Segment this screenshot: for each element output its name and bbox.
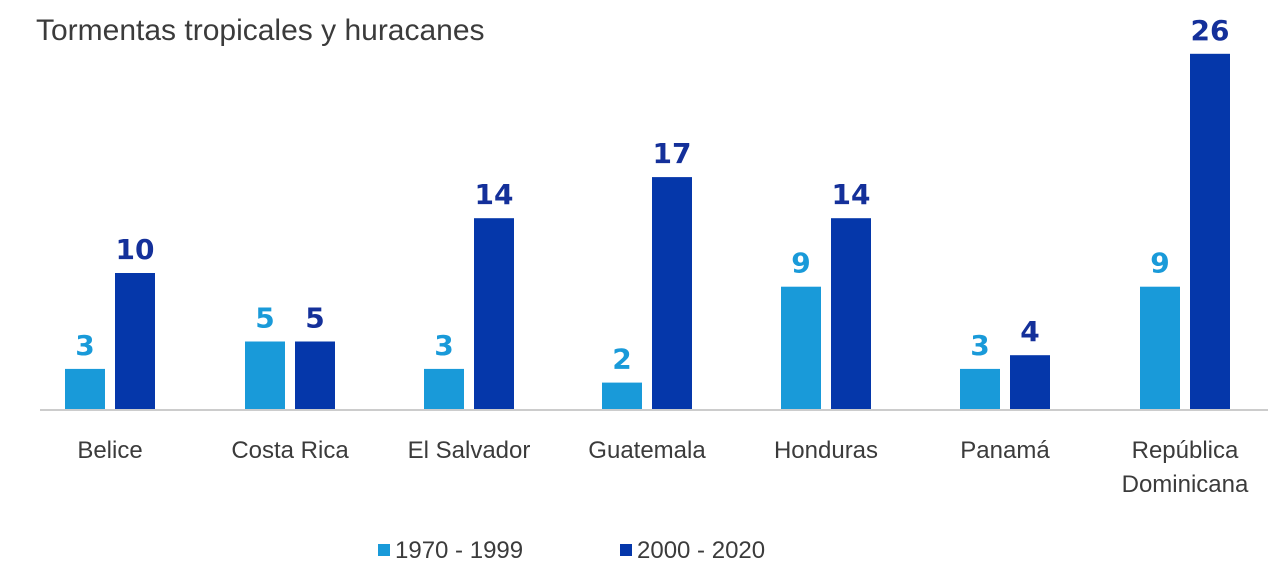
bar	[960, 368, 1000, 410]
bar	[295, 341, 335, 410]
category-label-group: Belice Costa Rica El Salvador Guatemala Hond…	[77, 437, 1249, 498]
data-label: 9	[1150, 247, 1169, 280]
bar-group	[65, 53, 1230, 411]
bar	[65, 368, 105, 410]
bar	[474, 218, 514, 410]
data-label: 17	[653, 137, 692, 170]
bar	[1010, 355, 1050, 410]
data-label: 14	[475, 178, 514, 211]
category-label: El Salvador	[408, 437, 531, 464]
category-label: República	[1132, 437, 1239, 464]
data-label: 3	[75, 329, 94, 362]
data-label: 3	[434, 329, 453, 362]
bar	[602, 382, 642, 410]
category-label: Panamá	[960, 437, 1050, 464]
bar	[831, 218, 871, 410]
data-label: 9	[791, 247, 810, 280]
category-label: Dominicana	[1122, 471, 1249, 498]
bar	[115, 273, 155, 410]
data-label: 14	[832, 178, 871, 211]
category-label: Honduras	[774, 437, 878, 464]
legend: 1970 - 1999 2000 - 2020	[378, 537, 765, 564]
data-label: 3	[970, 329, 989, 362]
data-label: 26	[1191, 14, 1230, 47]
category-label: Belice	[77, 437, 142, 464]
data-label: 5	[305, 302, 324, 335]
legend-swatch	[378, 544, 390, 556]
legend-label: 2000 - 2020	[637, 537, 765, 564]
data-label: 4	[1020, 315, 1039, 348]
category-label: Costa Rica	[231, 437, 349, 464]
legend-swatch	[620, 544, 632, 556]
bar	[424, 368, 464, 410]
data-label: 10	[116, 233, 155, 266]
data-label: 5	[255, 302, 274, 335]
legend-label: 1970 - 1999	[395, 537, 523, 564]
bar	[652, 177, 692, 410]
category-label: Guatemala	[588, 437, 706, 464]
bar	[781, 286, 821, 410]
chart-title: Tormentas tropicales y huracanes	[36, 14, 485, 47]
data-label: 2	[612, 343, 631, 376]
bar	[245, 341, 285, 410]
bar	[1190, 53, 1230, 411]
bar	[1140, 286, 1180, 410]
